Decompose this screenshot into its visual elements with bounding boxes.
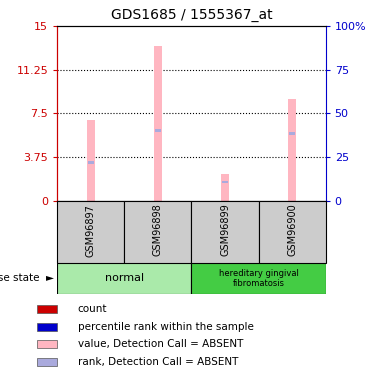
Text: hereditary gingival
fibromatosis: hereditary gingival fibromatosis [219,269,299,288]
Text: rank, Detection Call = ABSENT: rank, Detection Call = ABSENT [78,357,238,367]
Bar [192,262,326,294]
Bar [154,46,162,201]
Text: count: count [78,304,107,314]
Bar [57,201,124,262]
Bar [221,174,229,201]
Text: percentile rank within the sample: percentile rank within the sample [78,322,253,332]
Bar [37,305,57,313]
Bar [288,99,296,201]
Bar [57,262,192,294]
Bar [87,120,95,201]
Text: disease state  ►: disease state ► [0,273,54,284]
Bar [124,201,192,262]
Text: GSM96898: GSM96898 [153,204,163,257]
Bar [37,340,57,348]
Text: GSM96897: GSM96897 [86,204,96,257]
Title: GDS1685 / 1555367_at: GDS1685 / 1555367_at [111,9,272,22]
Bar [289,132,295,135]
Bar [259,201,326,262]
Bar [155,129,161,132]
Bar [88,161,94,164]
Bar [37,358,57,366]
Bar [192,201,259,262]
Text: normal: normal [105,273,144,284]
Text: GSM96899: GSM96899 [220,204,230,257]
Bar [222,181,228,183]
Bar [37,322,57,331]
Text: value, Detection Call = ABSENT: value, Detection Call = ABSENT [78,339,243,350]
Text: GSM96900: GSM96900 [287,204,297,257]
